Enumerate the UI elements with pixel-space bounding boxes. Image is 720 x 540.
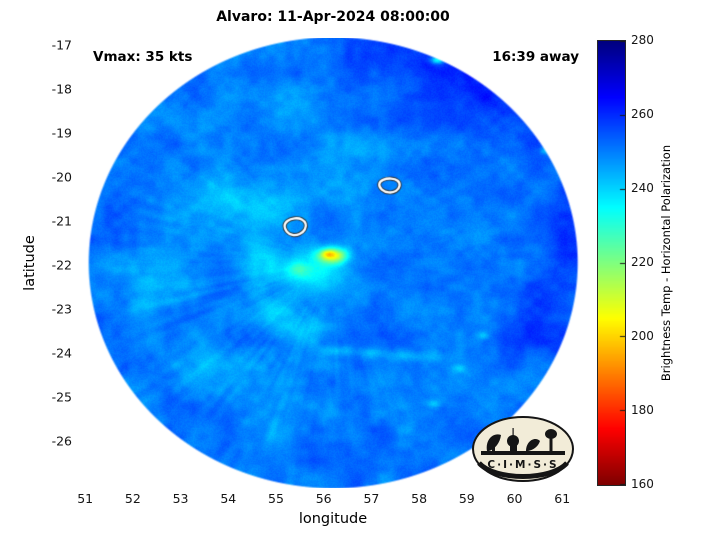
- x-tick-label: 55: [268, 491, 284, 506]
- y-tick-label: -17: [51, 37, 72, 53]
- x-tick-label: 56: [315, 491, 332, 506]
- colorbar-tick-label: 200: [631, 329, 654, 343]
- y-tick-label: -23: [51, 301, 72, 317]
- colorbar-tick-label: 180: [631, 403, 654, 417]
- x-tick-label: 59: [458, 491, 475, 506]
- y-tick-label: -25: [51, 389, 72, 405]
- cimss-logo: C·I·M·S·S: [472, 416, 574, 482]
- x-tick-label: 61: [554, 491, 571, 506]
- x-tick-label: 58: [411, 491, 428, 506]
- satellite-heatmap-canvas: [78, 38, 588, 488]
- y-tick-label: -19: [51, 125, 72, 141]
- colorbar: [597, 40, 626, 486]
- y-tick-label: -26: [51, 433, 72, 449]
- colorbar-tick-label: 260: [631, 107, 654, 121]
- plot-title: Alvaro: 11-Apr-2024 08:00:00: [216, 9, 450, 25]
- colorbar-tick-label: 240: [631, 181, 654, 195]
- x-tick-label: 53: [172, 491, 189, 506]
- x-tick-label: 57: [363, 491, 380, 506]
- y-tick-label: -22: [51, 257, 72, 273]
- x-tick-label: 54: [220, 491, 237, 506]
- colorbar-tick-label: 220: [631, 255, 654, 269]
- y-tick-label: -24: [51, 345, 72, 361]
- plot-area: Vmax: 35 kts 16:39 away C·I·M·S·S: [78, 38, 588, 488]
- x-tick-label: 52: [124, 491, 141, 506]
- colorbar-label: Brightness Temp - Horizontal Polarizatio…: [659, 144, 673, 382]
- logo-text: C·I·M·S·S: [487, 459, 558, 471]
- x-tick-label: 60: [506, 491, 523, 506]
- vmax-annotation: Vmax: 35 kts: [93, 49, 193, 65]
- logo-bottom-arc: [477, 461, 569, 479]
- y-tick-label: -20: [51, 169, 72, 185]
- y-tick-label: -21: [51, 213, 72, 229]
- colorbar-tick-label: 280: [631, 33, 654, 47]
- time-away-annotation: 16:39 away: [492, 49, 579, 65]
- logo-skyline: [481, 428, 565, 455]
- x-axis-label: longitude: [298, 511, 368, 527]
- colorbar-tick-label: 160: [631, 477, 654, 491]
- y-axis-label: latitude: [22, 235, 38, 291]
- y-tick-label: -18: [51, 81, 72, 97]
- x-tick-label: 51: [77, 491, 94, 506]
